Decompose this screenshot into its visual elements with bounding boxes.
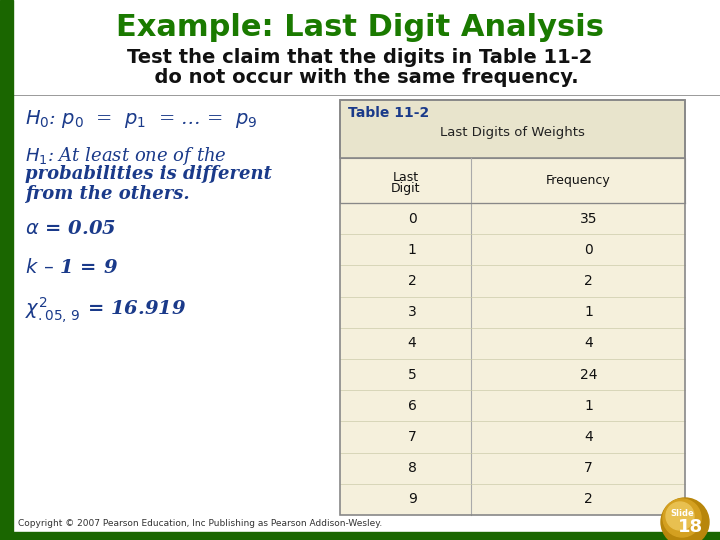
Text: probabilities is different: probabilities is different [25, 165, 272, 183]
Text: Digit: Digit [391, 182, 420, 195]
Bar [0, 0, 13, 540]
Text: 4: 4 [408, 336, 416, 350]
Text: $\alpha$ = 0.05: $\alpha$ = 0.05 [25, 220, 116, 238]
Text: Last: Last [392, 171, 418, 184]
Text: 5: 5 [408, 368, 416, 382]
Text: 7: 7 [585, 461, 593, 475]
Text: Copyright © 2007 Pearson Education, Inc Publishing as Pearson Addison-Wesley.: Copyright © 2007 Pearson Education, Inc … [18, 519, 382, 529]
Circle shape [661, 498, 709, 540]
Text: 2: 2 [585, 274, 593, 288]
Text: $k$ – 1 = 9: $k$ – 1 = 9 [25, 258, 118, 277]
Text: 4: 4 [585, 430, 593, 444]
Text: 7: 7 [408, 430, 416, 444]
Text: 0: 0 [585, 243, 593, 257]
Bar [340, 100, 685, 158]
Bar [340, 158, 685, 203]
Text: Last Digits of Weights: Last Digits of Weights [440, 126, 585, 139]
Text: 4: 4 [585, 336, 593, 350]
Text: 8: 8 [408, 461, 417, 475]
Circle shape [666, 502, 694, 530]
Text: 1: 1 [408, 243, 417, 257]
Text: 24: 24 [580, 368, 598, 382]
Text: from the others.: from the others. [25, 185, 189, 203]
Text: $\chi^2_{.05,\,9}$ = 16.919: $\chi^2_{.05,\,9}$ = 16.919 [25, 296, 186, 326]
Text: 2: 2 [408, 274, 416, 288]
Text: $H_0$: $p_0$  =  $p_1$  = … =  $p_9$: $H_0$: $p_0$ = $p_1$ = … = $p_9$ [25, 108, 258, 130]
Text: 9: 9 [408, 492, 417, 507]
Text: 0: 0 [408, 212, 416, 226]
Bar [340, 100, 685, 515]
Text: Frequency: Frequency [546, 174, 611, 187]
Text: 1: 1 [585, 399, 593, 413]
Text: 18: 18 [678, 518, 703, 536]
Text: 6: 6 [408, 399, 417, 413]
Circle shape [663, 499, 701, 537]
Bar [340, 203, 685, 515]
Bar [0, 532, 720, 540]
Text: 2: 2 [585, 492, 593, 507]
Text: Example: Last Digit Analysis: Example: Last Digit Analysis [116, 13, 604, 42]
Text: Test the claim that the digits in Table 11-2: Test the claim that the digits in Table … [127, 48, 593, 67]
Text: Slide: Slide [670, 510, 694, 518]
Text: $H_1$: At least one of the: $H_1$: At least one of the [25, 145, 227, 167]
Text: do not occur with the same frequency.: do not occur with the same frequency. [141, 68, 579, 87]
Text: 3: 3 [408, 305, 416, 319]
Text: Table 11-2: Table 11-2 [348, 106, 429, 120]
Text: 1: 1 [585, 305, 593, 319]
Text: 35: 35 [580, 212, 598, 226]
